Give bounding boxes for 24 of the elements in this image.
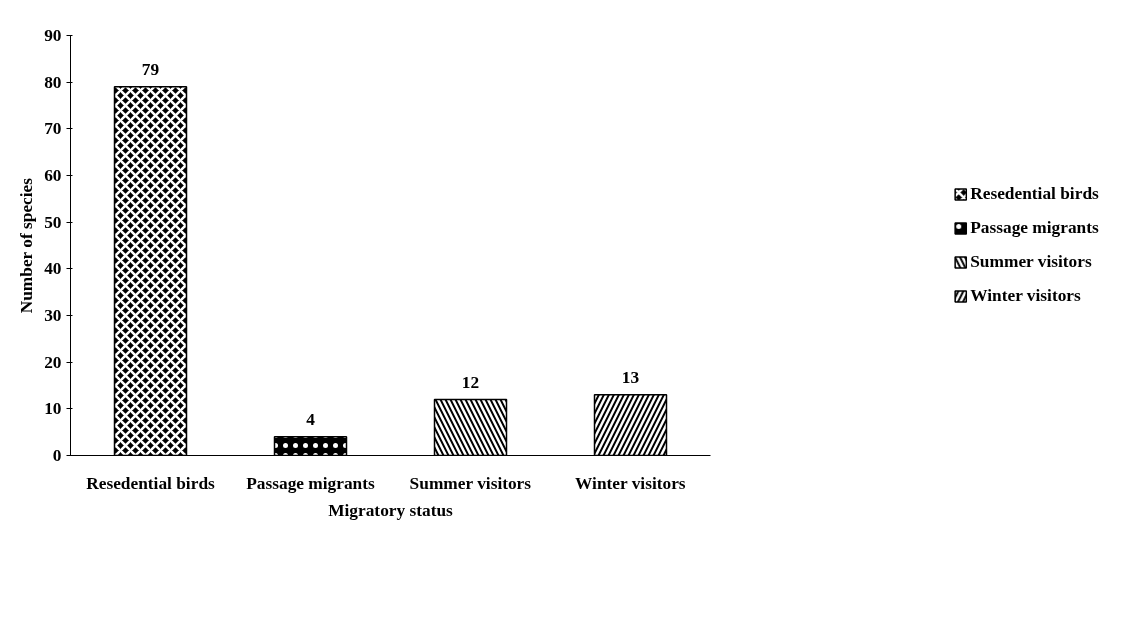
x-tick-label: Winter visitors <box>575 473 686 493</box>
y-tick-label: 30 <box>44 306 62 325</box>
y-tick-label: 60 <box>44 166 62 185</box>
data-label: 4 <box>306 409 316 429</box>
data-label: 13 <box>621 367 640 387</box>
legend-label: Summer visitors <box>970 252 1092 272</box>
legend-label: Winter visitors <box>970 286 1081 306</box>
y-tick-label: 40 <box>44 259 62 279</box>
y-tick-label: 10 <box>44 399 62 419</box>
x-tick-label: Passage migrants <box>246 473 376 493</box>
y-tick-label: 0 <box>52 446 62 465</box>
x-axis-title: Migratory status <box>328 500 454 520</box>
y-axis-title: Number of species <box>17 177 37 314</box>
data-label: 79 <box>141 59 160 79</box>
data-label: 12 <box>461 372 480 392</box>
y-tick-label: 80 <box>44 72 62 92</box>
y-tick-label: 90 <box>44 26 62 45</box>
legend-label: Resedential birds <box>970 184 1099 204</box>
y-tick-label: 20 <box>44 352 62 372</box>
x-tick-label: Resedential birds <box>86 473 216 493</box>
y-tick-label: 50 <box>44 212 62 232</box>
y-tick-label: 70 <box>44 119 62 139</box>
x-tick-label: Summer visitors <box>409 473 532 493</box>
legend-label: Passage migrants <box>970 218 1099 238</box>
